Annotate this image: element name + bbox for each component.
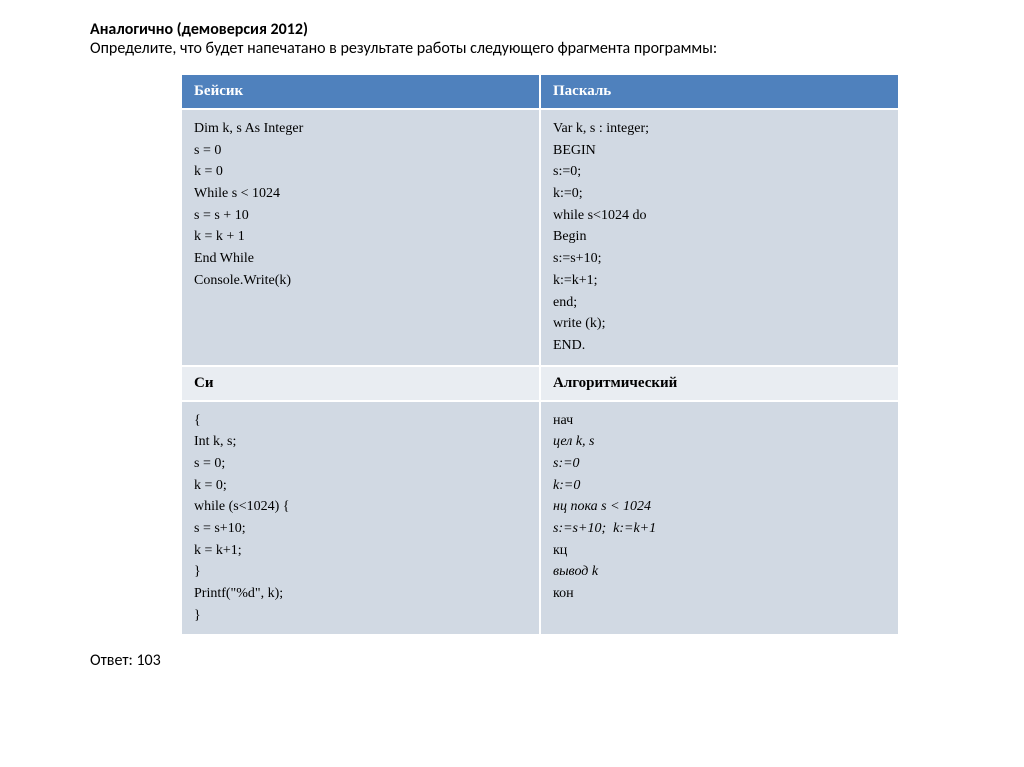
code-line: s = 0; [194, 453, 527, 475]
code-line: нц пока s < 1024 [553, 496, 886, 518]
code-line: Printf("%d", k); [194, 583, 527, 605]
code-line: end; [553, 292, 886, 314]
code-line: s:=s+10; k:=k+1 [553, 518, 886, 540]
code-line: k:=k+1; [553, 270, 886, 292]
code-line: кц [553, 540, 886, 562]
code-line: кон [553, 583, 886, 605]
code-line: { [194, 410, 527, 432]
col-header-algo: Алгоритмический [540, 366, 899, 401]
code-line: k:=0; [553, 183, 886, 205]
code-line: END. [553, 335, 886, 357]
code-line: s:=s+10; [553, 248, 886, 270]
code-line: цел k, s [553, 431, 886, 453]
cell-basic: Dim k, s As Integer s = 0 k = 0 While s … [181, 109, 540, 366]
code-line: while s<1024 do [553, 205, 886, 227]
code-line: k = 0 [194, 161, 527, 183]
code-line: Begin [553, 226, 886, 248]
code-line: while (s<1024) { [194, 496, 527, 518]
answer-label: Ответ: 103 [90, 651, 934, 670]
page-title: Аналогично (демоверсия 2012) [90, 20, 934, 39]
code-line: Int k, s; [194, 431, 527, 453]
code-line: Console.Write(k) [194, 270, 527, 292]
code-line: write (k); [553, 313, 886, 335]
code-line: k:=0 [553, 475, 886, 497]
code-line: Dim k, s As Integer [194, 118, 527, 140]
cell-pascal: Var k, s : integer; BEGIN s:=0; k:=0; wh… [540, 109, 899, 366]
cell-algo: нач цел k, s s:=0 k:=0 нц пока s < 1024 … [540, 401, 899, 636]
code-line: While s < 1024 [194, 183, 527, 205]
code-line: Var k, s : integer; [553, 118, 886, 140]
code-line: BEGIN [553, 140, 886, 162]
code-line: End While [194, 248, 527, 270]
col-header-c: Си [181, 366, 540, 401]
code-line: s = s + 10 [194, 205, 527, 227]
code-table: Бейсик Паскаль Dim k, s As Integer s = 0… [180, 73, 900, 636]
code-line: вывод k [553, 561, 886, 583]
cell-c: { Int k, s; s = 0; k = 0; while (s<1024)… [181, 401, 540, 636]
page-subtitle: Определите, что будет напечатано в резул… [90, 39, 934, 58]
code-line: k = k + 1 [194, 226, 527, 248]
col-header-pascal: Паскаль [540, 74, 899, 109]
code-line: s = s+10; [194, 518, 527, 540]
code-line: k = k+1; [194, 540, 527, 562]
code-line: s:=0 [553, 453, 886, 475]
code-line: } [194, 605, 527, 627]
code-line: s = 0 [194, 140, 527, 162]
code-line: k = 0; [194, 475, 527, 497]
code-line: нач [553, 410, 886, 432]
col-header-basic: Бейсик [181, 74, 540, 109]
code-line: s:=0; [553, 161, 886, 183]
code-line: } [194, 561, 527, 583]
